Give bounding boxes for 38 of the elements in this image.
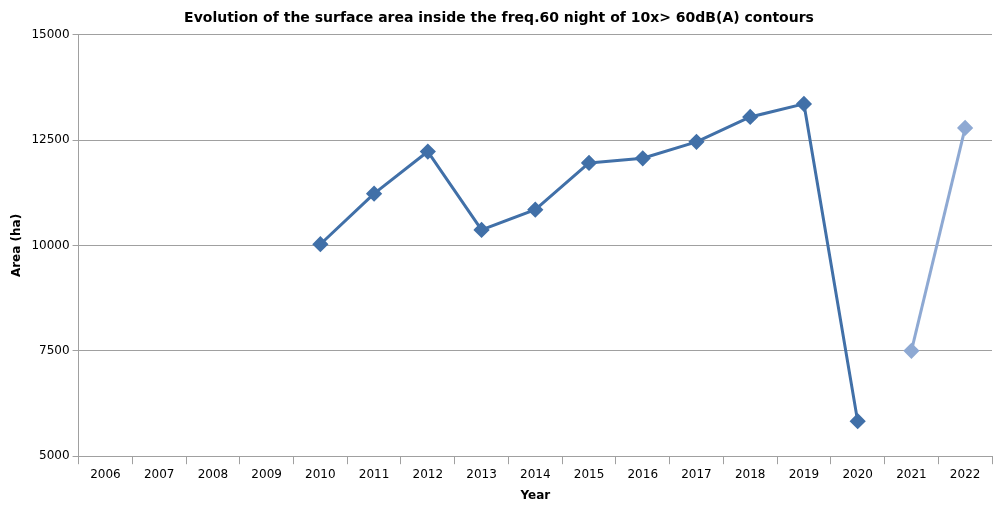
x-tick-label: 2006 (90, 466, 121, 481)
point (688, 134, 704, 150)
x-tick-label: 2007 (143, 466, 175, 481)
y-tick-label: 12500 (31, 132, 70, 147)
point (581, 155, 597, 171)
point (527, 202, 543, 218)
x-tick-label: 2011 (358, 466, 390, 481)
x-tick-label: 2010 (305, 466, 336, 481)
x-tick-label: 2012 (412, 466, 444, 481)
x-axis-title: Year (519, 487, 551, 502)
y-tick-label: 5000 (39, 448, 70, 463)
x-tick-label: 2021 (896, 466, 927, 481)
x-tick-label: 2009 (251, 466, 282, 481)
point (366, 186, 382, 202)
x-tick-label: 2014 (520, 466, 551, 481)
y-tick-label: 15000 (31, 26, 70, 41)
point (903, 343, 919, 359)
point (312, 236, 328, 252)
x-tick-label: 2022 (949, 466, 981, 481)
x-tick-label: 2018 (734, 466, 766, 481)
x-tick-label: 2015 (573, 466, 605, 481)
point (420, 144, 436, 160)
x-tick-label: 2013 (466, 466, 497, 481)
x-tick-label: 2016 (627, 466, 659, 481)
point (742, 109, 758, 125)
point (474, 222, 490, 238)
chart-title: Evolution of the surface area inside the freq.60 night of 10x> 60dB(A) contours (184, 9, 814, 26)
x-tick-label: 2020 (842, 466, 873, 481)
y-tick-label: 7500 (39, 342, 70, 357)
x-tick-label: 2008 (197, 466, 229, 481)
point (850, 413, 866, 429)
x-tick-label: 2019 (788, 466, 820, 481)
y-tick-label: 10000 (31, 237, 70, 252)
point (796, 96, 812, 112)
y-axis-title: Area (ha) (9, 213, 24, 278)
point (957, 120, 973, 136)
point (635, 150, 651, 166)
x-tick-label: 2017 (681, 466, 712, 481)
